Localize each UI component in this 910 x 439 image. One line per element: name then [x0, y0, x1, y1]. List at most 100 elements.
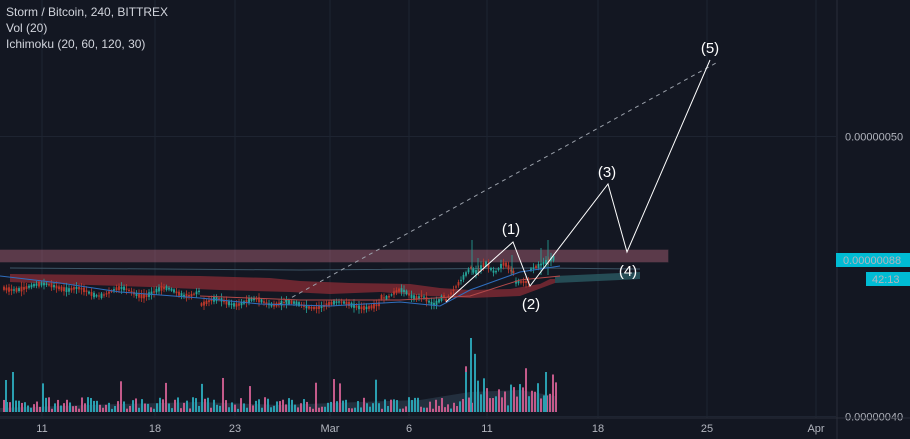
candle-body	[313, 306, 315, 310]
volume-bar	[339, 383, 341, 412]
volume-bar	[387, 406, 389, 412]
candle-body	[345, 301, 348, 305]
volume-bar	[264, 397, 266, 412]
volume-bar	[192, 397, 194, 412]
volume-bar	[99, 404, 101, 412]
candle-body	[280, 300, 283, 306]
volume-bar	[33, 404, 35, 412]
volume-bar	[327, 402, 329, 412]
candle-body	[135, 292, 138, 296]
candle-body	[358, 305, 360, 310]
volume-bar	[474, 353, 476, 412]
candle-body	[63, 287, 65, 292]
legend-symbol[interactable]: Storm / Bitcoin, 240, BITTREX	[6, 5, 169, 19]
candle-body	[145, 293, 148, 297]
candle-body	[83, 287, 85, 293]
wave-label: (3)	[598, 164, 616, 181]
price-tag-bg	[836, 253, 910, 267]
candle-body	[380, 294, 383, 300]
candle-body	[418, 296, 420, 299]
volume-bar	[249, 386, 251, 412]
candle-body	[90, 292, 93, 296]
candle-body	[398, 288, 400, 292]
volume-bar	[48, 397, 50, 412]
candle-body	[118, 286, 120, 291]
volume-bar	[234, 404, 236, 412]
volume-bar	[246, 407, 248, 412]
candle-body	[333, 300, 335, 305]
candle-body	[545, 259, 547, 265]
candle-body	[460, 279, 462, 282]
volume-bar	[432, 408, 434, 412]
candle-body	[305, 305, 308, 309]
candle-body	[165, 286, 168, 290]
volume-bar	[462, 398, 464, 412]
volume-bar	[90, 398, 92, 412]
volume-bar	[201, 383, 203, 412]
wave-label: (2)	[522, 296, 540, 313]
volume-bars	[0, 338, 557, 412]
volume-bar	[252, 405, 254, 412]
candle-body	[75, 286, 78, 290]
candle-body	[170, 288, 173, 291]
volume-bar	[153, 408, 155, 412]
y-tick-label: 0.00000050	[845, 132, 903, 144]
legend-volume[interactable]: Vol (20)	[6, 21, 48, 35]
candle-body	[163, 286, 165, 290]
ichimoku-lagging-line	[9, 267, 641, 271]
candle-body	[485, 261, 487, 267]
volume-bar	[390, 399, 392, 412]
fib-trend-line	[277, 62, 717, 306]
candle-body	[423, 296, 425, 298]
candle-body	[185, 293, 188, 299]
volume-bar	[444, 407, 446, 412]
volume-bar	[399, 408, 401, 412]
volume-bar	[414, 397, 416, 412]
volume-bar	[372, 403, 374, 412]
volume-bar	[45, 397, 47, 412]
x-tick-label: 11	[481, 423, 492, 435]
volume-bar	[369, 406, 371, 412]
volume-bar	[381, 408, 383, 412]
volume-bar	[540, 398, 542, 412]
volume-bar	[549, 393, 551, 412]
candle-body	[228, 301, 230, 306]
volume-bar	[81, 397, 83, 412]
candle-body	[505, 262, 507, 267]
candle-body	[18, 288, 20, 292]
candle-body	[408, 293, 410, 296]
candle-body	[123, 286, 125, 291]
volume-bar	[216, 404, 218, 412]
candle-body	[278, 302, 280, 305]
legend-ichimoku[interactable]: Ichimoku (20, 60, 120, 30)	[6, 37, 146, 51]
volume-bar	[470, 338, 472, 412]
candle-body	[340, 301, 343, 303]
volume-bar	[534, 391, 536, 412]
wave-label: (4)	[619, 263, 637, 280]
candle-body	[532, 267, 535, 269]
candle-body	[180, 293, 183, 297]
volume-bar	[396, 400, 398, 412]
volume-bar	[219, 405, 221, 412]
volume-bar	[282, 399, 284, 412]
volume-bar	[333, 379, 335, 412]
candle-body	[248, 297, 250, 303]
candle-body	[383, 297, 385, 299]
volume-bar	[435, 399, 437, 412]
candle-body	[250, 297, 253, 301]
candle-body	[420, 294, 423, 298]
wave-label: (5)	[701, 40, 719, 57]
price-axis-bg	[838, 0, 910, 439]
volume-bar	[93, 400, 95, 412]
volume-bar	[513, 387, 515, 412]
volume-bar	[165, 382, 167, 412]
volume-bar	[336, 401, 338, 412]
candle-body	[310, 307, 313, 309]
candle-body	[260, 299, 263, 303]
candle-body	[428, 300, 430, 303]
candle-body	[510, 269, 512, 272]
candle-body	[477, 268, 480, 273]
candle-body	[495, 270, 497, 273]
